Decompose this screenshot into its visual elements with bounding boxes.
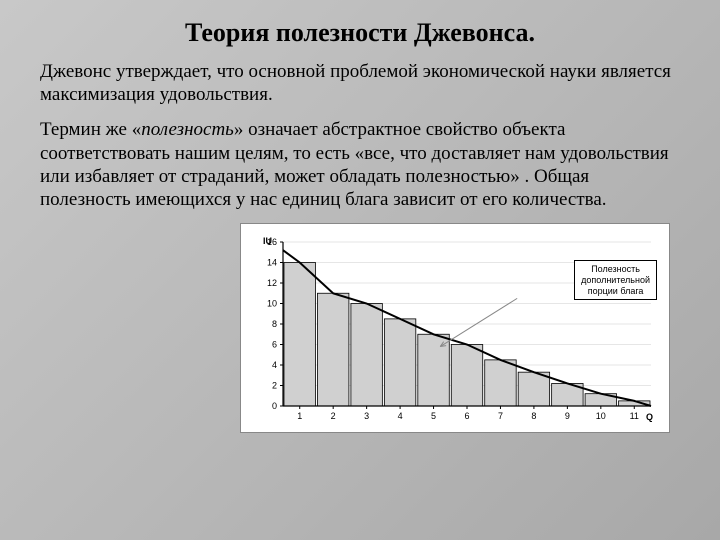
svg-text:1: 1: [297, 411, 302, 421]
svg-text:2: 2: [272, 381, 277, 391]
legend-line-1: Полезность: [581, 264, 650, 275]
svg-text:8: 8: [272, 319, 277, 329]
svg-text:0: 0: [272, 401, 277, 411]
paragraph-1: Джевонс утверждает, что основной проблем…: [40, 60, 680, 106]
utility-chart: 02468101214161234567891011IUQ Полезность…: [240, 223, 670, 433]
svg-text:4: 4: [398, 411, 403, 421]
svg-text:10: 10: [596, 411, 606, 421]
svg-text:12: 12: [267, 278, 277, 288]
svg-text:11: 11: [630, 411, 639, 421]
svg-text:9: 9: [565, 411, 570, 421]
slide: Теория полезности Джевонса. Джевонс утве…: [0, 0, 720, 540]
svg-text:3: 3: [364, 411, 369, 421]
svg-text:10: 10: [267, 299, 277, 309]
svg-text:6: 6: [464, 411, 469, 421]
svg-text:5: 5: [431, 411, 436, 421]
svg-text:Q: Q: [646, 412, 653, 422]
legend-line-2: дополнительной: [581, 275, 650, 286]
svg-text:2: 2: [331, 411, 336, 421]
p2-term: полезность: [141, 119, 234, 140]
svg-text:14: 14: [267, 258, 277, 268]
svg-text:6: 6: [272, 340, 277, 350]
page-title: Теория полезности Джевонса.: [40, 18, 680, 48]
svg-text:8: 8: [531, 411, 536, 421]
svg-text:IU: IU: [263, 236, 272, 246]
chart-legend: Полезность дополнительной порции блага: [574, 260, 657, 300]
paragraph-2: Термин же «полезность» означает абстракт…: [40, 118, 680, 211]
chart-container: 02468101214161234567891011IUQ Полезность…: [40, 223, 680, 433]
svg-text:4: 4: [272, 360, 277, 370]
svg-text:7: 7: [498, 411, 503, 421]
legend-line-3: порции блага: [581, 286, 650, 297]
p2-part-a: Термин же «: [40, 119, 141, 140]
